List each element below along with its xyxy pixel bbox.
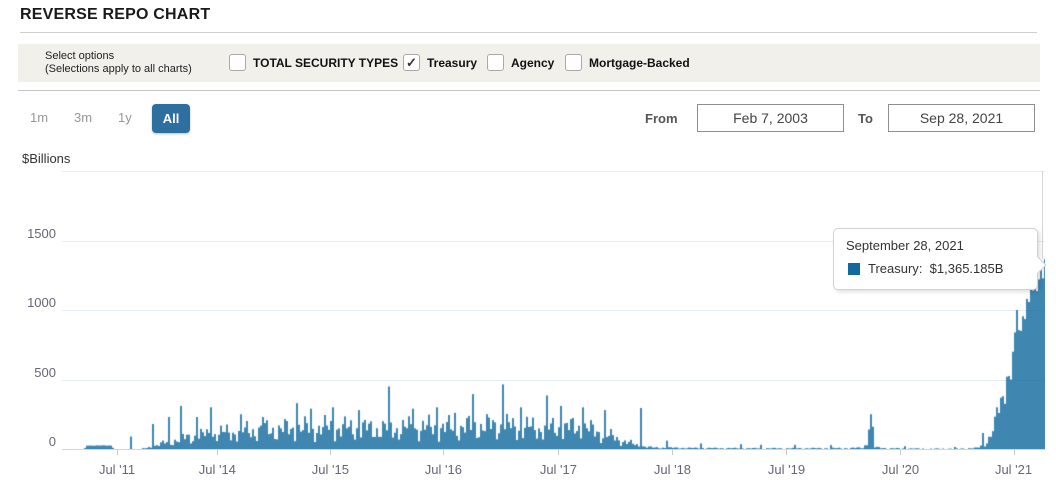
checkbox-label: Agency (511, 55, 555, 70)
checkbox-treasury[interactable]: ✓ Treasury (403, 54, 477, 71)
x-axis-label: Jul '14 (198, 462, 236, 477)
select-options-line2: (Selections apply to all charts) (45, 63, 192, 75)
from-label: From (645, 111, 678, 126)
y-axis-title: $Billions (22, 151, 71, 166)
chart-tooltip: September 28, 2021 Treasury: $1,365.185B (833, 228, 1047, 290)
tooltip-value: $1,365.185B (929, 261, 1004, 276)
checkbox-box[interactable]: ✓ (403, 54, 420, 71)
x-axis-label: Jul '17 (539, 462, 577, 477)
checkbox-mortgage-backed[interactable]: Mortgage-Backed (565, 54, 690, 71)
x-axis-tick (672, 449, 674, 455)
select-options-line1: Select options (45, 50, 115, 62)
checkbox-box[interactable] (229, 54, 246, 71)
checkbox-agency[interactable]: Agency (487, 54, 554, 71)
y-axis-label: 0 (48, 434, 56, 449)
security-type-options-bar: Select options (Selections apply to all … (18, 44, 1040, 82)
x-axis-label: Jul '15 (311, 462, 349, 477)
range-button-3m[interactable]: 3m (74, 110, 93, 125)
tooltip-series-row: Treasury: $1,365.185B (848, 261, 1003, 276)
y-axis-label: 500 (34, 364, 56, 380)
x-axis-label: Jul '18 (653, 462, 692, 477)
x-axis-label: Jul '20 (881, 462, 920, 477)
x-axis-tick (217, 449, 219, 455)
checkbox-box[interactable] (565, 54, 582, 71)
select-options-label: Select options (Selections apply to all … (45, 50, 192, 76)
x-axis-tick (443, 449, 445, 455)
y-axis-label: 1500 (27, 225, 56, 241)
x-axis-label: Jul '21 (994, 462, 1033, 477)
checkbox-label: Treasury (427, 55, 478, 70)
tooltip-date: September 28, 2021 (846, 238, 964, 253)
y-axis-label: 1000 (27, 295, 56, 310)
checkbox-box[interactable] (487, 54, 504, 71)
x-axis-tick (330, 449, 332, 455)
checkbox-label: Mortgage-Backed (589, 55, 690, 70)
options-divider (18, 90, 1040, 91)
chart-canvas[interactable] (62, 171, 1045, 449)
x-axis-tick (117, 449, 119, 455)
x-axis-tick (1013, 449, 1015, 455)
tooltip-series-name: Treasury (868, 261, 919, 276)
x-axis-label: Jul '16 (424, 462, 462, 477)
range-button-all[interactable]: All (152, 104, 190, 133)
to-label: To (858, 111, 873, 126)
range-button-1m[interactable]: 1m (30, 110, 49, 125)
series-swatch-icon (848, 262, 860, 275)
x-axis-tick (558, 449, 560, 455)
range-button-1y[interactable]: 1y (118, 110, 132, 125)
crosshair-line (1042, 171, 1043, 260)
from-date-input[interactable] (697, 104, 844, 132)
checkbox-total-security-types[interactable]: TOTAL SECURITY TYPES (229, 54, 398, 71)
checkbox-label: TOTAL SECURITY TYPES (253, 55, 399, 70)
x-axis-tick (786, 449, 788, 455)
title-divider (20, 32, 1037, 33)
to-date-input[interactable] (888, 104, 1035, 132)
x-axis-tick (900, 449, 902, 455)
page-title: REVERSE REPO CHART (20, 6, 211, 23)
tooltip-series-value: Treasury: $1,365.185B (868, 261, 1004, 276)
x-axis-label: Jul '11 (98, 462, 136, 477)
x-axis-label: Jul '19 (767, 462, 806, 477)
y-gridline (62, 449, 1045, 450)
